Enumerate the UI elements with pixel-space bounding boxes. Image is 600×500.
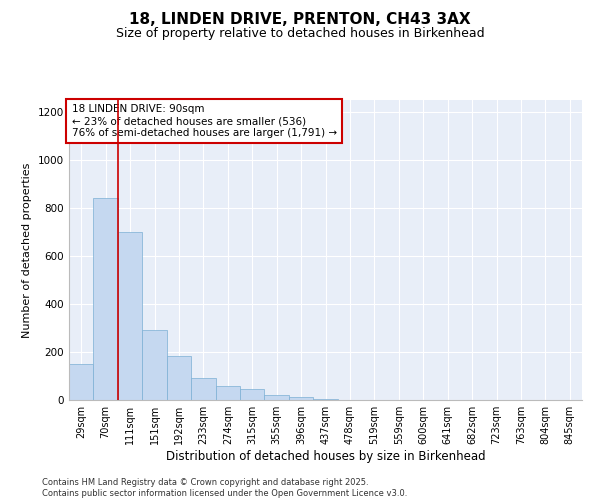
Bar — [215, 386, 240, 400]
Bar — [265, 394, 289, 400]
Bar — [167, 356, 191, 400]
Text: Size of property relative to detached houses in Birkenhead: Size of property relative to detached ho… — [116, 28, 484, 40]
Bar — [191, 378, 215, 400]
Bar — [313, 399, 338, 400]
Bar — [142, 330, 167, 400]
Bar — [240, 389, 265, 400]
Bar — [69, 364, 94, 400]
Text: 18, LINDEN DRIVE, PRENTON, CH43 3AX: 18, LINDEN DRIVE, PRENTON, CH43 3AX — [129, 12, 471, 28]
X-axis label: Distribution of detached houses by size in Birkenhead: Distribution of detached houses by size … — [166, 450, 485, 463]
Text: Contains HM Land Registry data © Crown copyright and database right 2025.
Contai: Contains HM Land Registry data © Crown c… — [42, 478, 407, 498]
Y-axis label: Number of detached properties: Number of detached properties — [22, 162, 32, 338]
Bar — [118, 232, 142, 400]
Text: 18 LINDEN DRIVE: 90sqm
← 23% of detached houses are smaller (536)
76% of semi-de: 18 LINDEN DRIVE: 90sqm ← 23% of detached… — [71, 104, 337, 138]
Bar — [94, 198, 118, 400]
Bar — [289, 397, 313, 400]
